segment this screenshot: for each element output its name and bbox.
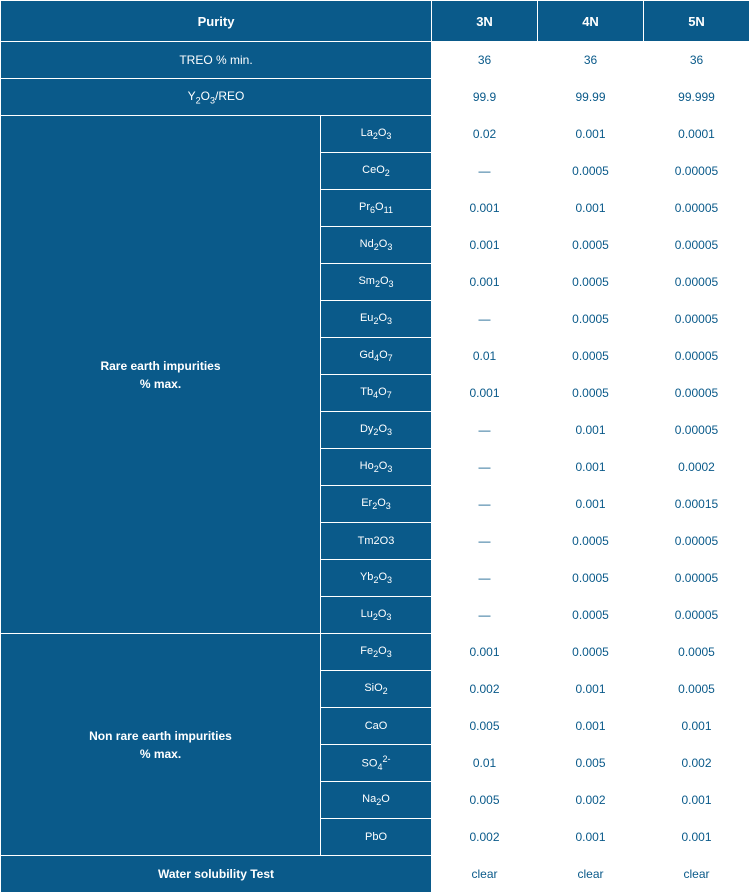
val-5n: 99.999 (644, 79, 749, 116)
val-3n: — (432, 301, 538, 338)
val-4n: 0.001 (538, 671, 644, 708)
val-3n: 0.002 (432, 671, 538, 708)
footer-label: Water solubility Test (1, 856, 432, 893)
val-5n: 0.00005 (644, 560, 749, 597)
row-label-1: Y2O3/REO (1, 79, 432, 116)
compound-label: La2O3 (321, 116, 432, 153)
val-3n: 0.01 (432, 338, 538, 375)
spec-table: Purity3N4N5NTREO % min.363636Y2O3/REO99.… (0, 0, 749, 893)
val-3n: 0.01 (432, 745, 538, 782)
col-3n: 3N (432, 1, 538, 42)
val-4n: 0.001 (538, 486, 644, 523)
val-3n: 0.001 (432, 227, 538, 264)
val-3n: 0.02 (432, 116, 538, 153)
val-3n: 0.001 (432, 375, 538, 412)
val-5n: 0.00005 (644, 227, 749, 264)
val-3n: 0.001 (432, 264, 538, 301)
val-3n: 0.001 (432, 634, 538, 671)
compound-label: SO42- (321, 745, 432, 782)
val-4n: 0.0005 (538, 597, 644, 634)
val-4n: 0.0005 (538, 301, 644, 338)
val-4n: 0.0005 (538, 375, 644, 412)
val-4n: 0.001 (538, 190, 644, 227)
val-4n: 0.001 (538, 819, 644, 856)
val-5n: 0.00005 (644, 523, 749, 560)
val-4n: 0.0005 (538, 634, 644, 671)
val-4n: 0.0005 (538, 523, 644, 560)
compound-label: Lu2O3 (321, 597, 432, 634)
compound-label: Eu2O3 (321, 301, 432, 338)
compound-label: SiO2 (321, 671, 432, 708)
val-5n: 0.001 (644, 708, 749, 745)
val-5n: 0.0001 (644, 116, 749, 153)
val-4n: 0.005 (538, 745, 644, 782)
compound-label: Tm2O3 (321, 523, 432, 560)
compound-label: Yb2O3 (321, 560, 432, 597)
val-3n: — (432, 597, 538, 634)
val-3n: — (432, 153, 538, 190)
val-3n: — (432, 560, 538, 597)
val-3n: — (432, 412, 538, 449)
compound-label: Dy2O3 (321, 412, 432, 449)
val-5n: 0.0005 (644, 671, 749, 708)
val-5n: 0.00005 (644, 153, 749, 190)
val-4n: 0.0005 (538, 153, 644, 190)
val-5n: 0.001 (644, 782, 749, 819)
val-5n: 0.00005 (644, 338, 749, 375)
compound-label: CeO2 (321, 153, 432, 190)
val-3n: 0.001 (432, 190, 538, 227)
val-4n: 0.001 (538, 449, 644, 486)
val-4n: 0.001 (538, 708, 644, 745)
compound-label: Nd2O3 (321, 227, 432, 264)
val-3n: 99.9 (432, 79, 538, 116)
val-5n: 36 (644, 42, 749, 79)
compound-label: Na2O (321, 782, 432, 819)
compound-label: Tb4O7 (321, 375, 432, 412)
val-4n: 0.002 (538, 782, 644, 819)
val-4n: 0.001 (538, 412, 644, 449)
val-3n: 36 (432, 42, 538, 79)
compound-label: Er2O3 (321, 486, 432, 523)
val-5n: 0.0002 (644, 449, 749, 486)
val-3n: 0.005 (432, 708, 538, 745)
val-3n: — (432, 523, 538, 560)
compound-label: Fe2O3 (321, 634, 432, 671)
val-5n: 0.00005 (644, 597, 749, 634)
val-5n: 0.00005 (644, 412, 749, 449)
footer-3n: clear (432, 856, 538, 893)
col-4n: 4N (538, 1, 644, 42)
val-4n: 0.0005 (538, 338, 644, 375)
compound-label: Gd4O7 (321, 338, 432, 375)
col-5n: 5N (644, 1, 749, 42)
val-5n: 0.00005 (644, 190, 749, 227)
group-0-title: Rare earth impurities% max. (1, 116, 321, 634)
val-3n: 0.005 (432, 782, 538, 819)
val-5n: 0.001 (644, 819, 749, 856)
val-4n: 0.0005 (538, 264, 644, 301)
val-4n: 99.99 (538, 79, 644, 116)
compound-label: Sm2O3 (321, 264, 432, 301)
val-4n: 36 (538, 42, 644, 79)
val-3n: — (432, 449, 538, 486)
val-5n: 0.0005 (644, 634, 749, 671)
val-5n: 0.00005 (644, 301, 749, 338)
val-5n: 0.00005 (644, 375, 749, 412)
val-4n: 0.0005 (538, 560, 644, 597)
compound-label: PbO (321, 819, 432, 856)
compound-label: CaO (321, 708, 432, 745)
footer-5n: clear (644, 856, 749, 893)
val-4n: 0.0005 (538, 227, 644, 264)
footer-4n: clear (538, 856, 644, 893)
row-label-0: TREO % min. (1, 42, 432, 79)
compound-label: Ho2O3 (321, 449, 432, 486)
val-3n: — (432, 486, 538, 523)
compound-label: Pr6O11 (321, 190, 432, 227)
val-5n: 0.00005 (644, 264, 749, 301)
val-5n: 0.00015 (644, 486, 749, 523)
val-5n: 0.002 (644, 745, 749, 782)
group-1-title: Non rare earth impurities% max. (1, 634, 321, 856)
val-3n: 0.002 (432, 819, 538, 856)
val-4n: 0.001 (538, 116, 644, 153)
col-purity: Purity (1, 1, 432, 42)
